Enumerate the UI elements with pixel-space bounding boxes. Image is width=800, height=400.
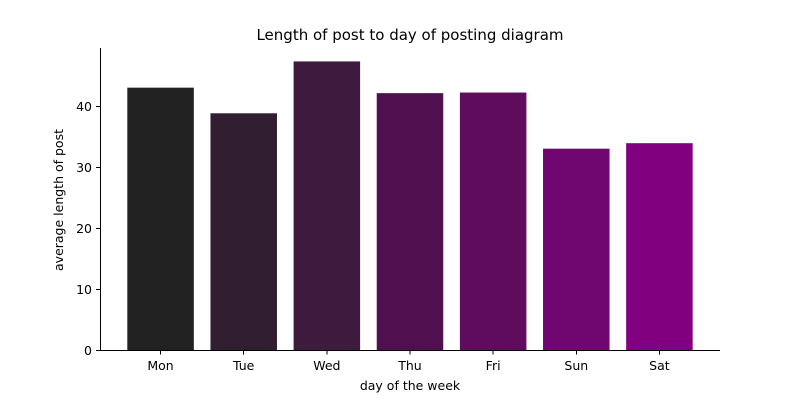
y-axis-ticks: 0 10 20 30 40 bbox=[76, 99, 100, 358]
bar-wed bbox=[293, 61, 361, 351]
y-tick-label: 0 bbox=[84, 343, 92, 358]
y-axis-label: average length of post bbox=[51, 129, 66, 271]
y-tick-label: 40 bbox=[76, 99, 92, 114]
x-axis-label: day of the week bbox=[360, 378, 461, 393]
y-tick-label: 10 bbox=[76, 282, 92, 297]
bar-sun bbox=[543, 148, 610, 350]
x-tick-label: Fri bbox=[486, 358, 501, 373]
x-axis-ticks: Mon Tue Wed Thu Fri Sun Sat bbox=[147, 350, 670, 373]
x-tick-label: Sun bbox=[564, 358, 588, 373]
x-tick-label: Thu bbox=[397, 358, 421, 373]
chart-title: Length of post to day of posting diagram bbox=[256, 26, 563, 44]
x-tick-label: Wed bbox=[313, 358, 340, 373]
x-tick-label: Mon bbox=[147, 358, 173, 373]
bar-thu bbox=[376, 93, 444, 351]
bar-sat bbox=[626, 143, 693, 350]
y-tick-label: 30 bbox=[76, 160, 92, 175]
bar-mon bbox=[127, 87, 194, 350]
bar-fri bbox=[459, 92, 527, 350]
x-tick-label: Tue bbox=[232, 358, 255, 373]
bar-tue bbox=[210, 113, 277, 350]
y-tick-label: 20 bbox=[76, 221, 92, 236]
x-tick-label: Sat bbox=[649, 358, 670, 373]
bars-group bbox=[127, 61, 693, 351]
